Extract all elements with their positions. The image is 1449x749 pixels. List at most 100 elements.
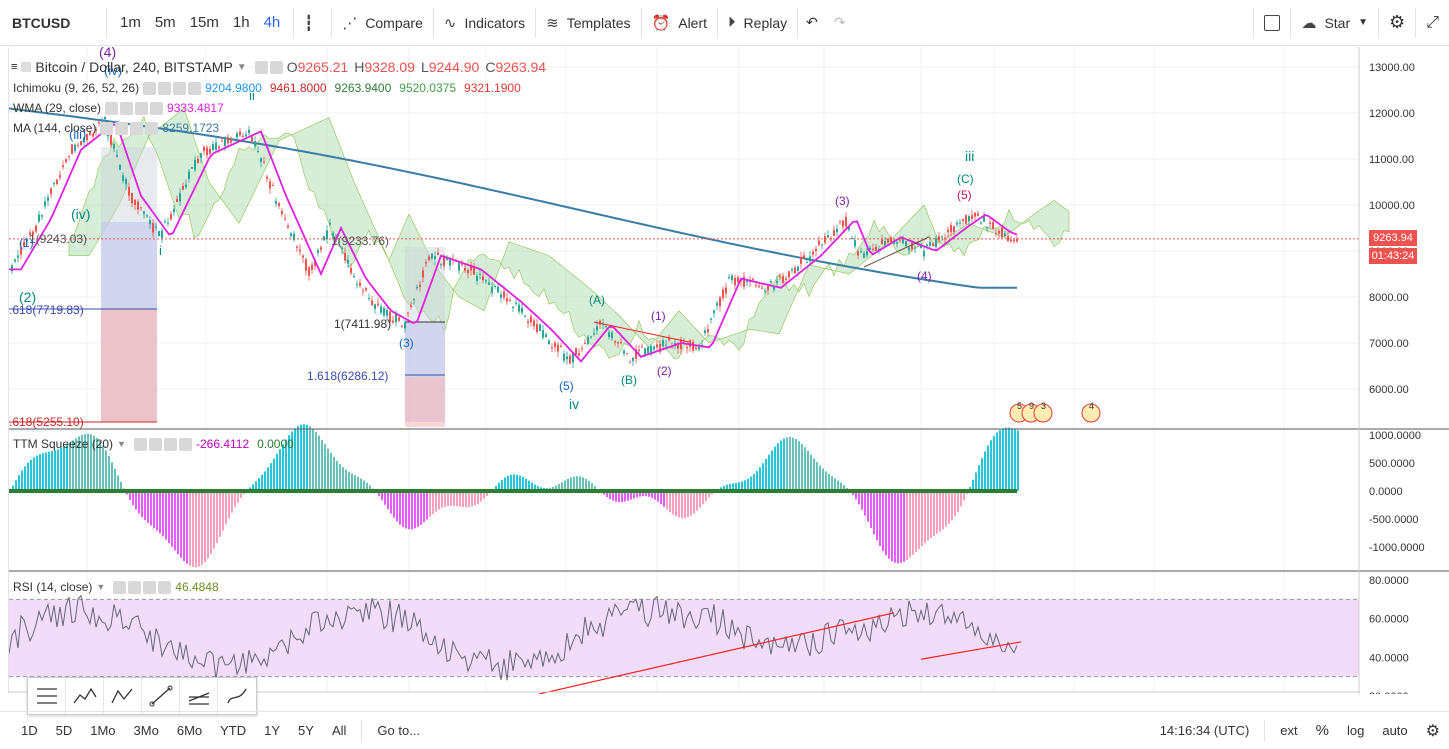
- ttm-bar: [570, 477, 572, 491]
- ttm-bar: [264, 471, 266, 491]
- legend-buttons[interactable]: [113, 580, 172, 594]
- legend-buttons[interactable]: [133, 437, 192, 451]
- candle-body: [302, 255, 304, 258]
- ttm-bar: [411, 491, 413, 530]
- fib-retracement-tool[interactable]: [28, 678, 66, 714]
- legend-buttons[interactable]: [100, 121, 159, 135]
- fullscreen-select-button[interactable]: [1254, 0, 1290, 46]
- rsi-name[interactable]: RSI (14, close): [13, 580, 93, 594]
- candle-body: [383, 308, 385, 316]
- candle-body: [512, 306, 514, 308]
- ichimoku-name[interactable]: Ichimoku (9, 26, 52, 26): [13, 81, 140, 95]
- ttm-bar: [804, 447, 806, 491]
- range-all[interactable]: All: [331, 723, 347, 738]
- range-5y[interactable]: 5Y: [298, 723, 314, 738]
- range-3mo[interactable]: 3Mo: [133, 723, 159, 738]
- chart-type-button[interactable]: ┇: [294, 0, 331, 46]
- interval-15m[interactable]: 15m: [189, 14, 219, 31]
- wave-label: (1): [651, 309, 666, 323]
- candle-body: [152, 223, 154, 233]
- chevron-down-icon[interactable]: ▼: [236, 61, 247, 73]
- ohlc-open: 9265.21: [297, 59, 349, 75]
- settings-button[interactable]: ⚙: [1379, 0, 1415, 46]
- chevron-down-icon[interactable]: ▼: [96, 582, 106, 592]
- ma-name[interactable]: MA (144, close): [13, 121, 97, 135]
- brush-tool[interactable]: [218, 678, 256, 714]
- range-ytd[interactable]: YTD: [220, 723, 247, 738]
- candle-body: [662, 340, 664, 347]
- candle-body: [791, 269, 793, 271]
- chart-canvas[interactable]: .618(7719.83) .618(5255.10) 1(7411.98) 1.61…: [8, 44, 1449, 711]
- elliott-correction-tool[interactable]: [104, 678, 142, 714]
- pitchfork-tool[interactable]: [180, 678, 218, 714]
- legend-buttons[interactable]: [143, 81, 202, 95]
- ttm-bar: [141, 491, 143, 518]
- candle-body: [794, 267, 796, 274]
- ttm-bar: [99, 441, 101, 491]
- indicators-button[interactable]: ∿ Indicators: [434, 0, 535, 46]
- alert-button[interactable]: ⏰ Alert: [642, 0, 717, 46]
- rsi-trend-line: [920, 641, 1022, 660]
- legend-buttons[interactable]: [105, 101, 164, 115]
- wma-name[interactable]: WMA (29, close): [13, 101, 102, 115]
- ttm-bar: [894, 491, 896, 563]
- candle-body: [395, 313, 397, 323]
- ttm-bar: [42, 453, 44, 491]
- candle-body: [578, 353, 580, 356]
- range-5d[interactable]: 5D: [55, 723, 73, 738]
- log-toggle[interactable]: log: [1346, 723, 1365, 738]
- fullscreen-button[interactable]: ⤢: [1416, 0, 1449, 46]
- ttm-bar: [822, 468, 824, 491]
- replay-button[interactable]: ⏵ Replay: [718, 0, 797, 46]
- templates-icon: ≋: [546, 14, 559, 32]
- ttm-name[interactable]: TTM Squeeze (20): [13, 437, 114, 451]
- candle-body: [356, 284, 358, 286]
- grid-lines: [9, 47, 1359, 692]
- candle-body: [386, 310, 388, 316]
- interval-1m[interactable]: 1m: [120, 14, 141, 31]
- candle-body: [560, 345, 562, 348]
- redo-button[interactable]: ↷: [826, 0, 854, 46]
- candle-body: [773, 286, 775, 290]
- undo-button[interactable]: ↶: [798, 0, 826, 46]
- layout-menu[interactable]: ☁ Star ▼: [1291, 0, 1378, 46]
- candle-body: [185, 184, 187, 188]
- candle-body: [404, 322, 406, 329]
- chevron-down-icon[interactable]: ▼: [117, 439, 126, 449]
- ttm-bar: [750, 476, 752, 491]
- templates-button[interactable]: ≋ Templates: [536, 0, 640, 46]
- legend-title[interactable]: Bitcoin / Dollar, 240, BITSTAMP: [35, 59, 233, 75]
- range-1y[interactable]: 1Y: [264, 723, 281, 738]
- percent-toggle[interactable]: %: [1315, 722, 1329, 739]
- ttm-bar: [186, 491, 188, 564]
- ttm-bar: [900, 491, 902, 563]
- candle-body: [473, 267, 475, 275]
- candle-body: [572, 353, 574, 363]
- goto-button[interactable]: Go to...: [377, 723, 421, 738]
- legend-buttons[interactable]: [254, 60, 283, 74]
- elliott-impulse-tool[interactable]: [66, 678, 104, 714]
- ext-toggle[interactable]: ext: [1280, 723, 1298, 738]
- wave-label: iv: [569, 396, 579, 412]
- wave-label: (2): [657, 364, 672, 378]
- candle-body: [410, 305, 412, 308]
- symbol-search[interactable]: BTCUSD: [12, 14, 71, 31]
- ttm-bar: [456, 491, 458, 507]
- candle-body: [500, 294, 502, 298]
- ttm-bar: [57, 449, 59, 491]
- chart-area[interactable]: .618(7719.83) .618(5255.10) 1(7411.98) 1.61…: [8, 44, 1449, 715]
- gear-icon[interactable]: ⚙: [1425, 722, 1440, 740]
- auto-toggle[interactable]: auto: [1382, 723, 1408, 738]
- range-6mo[interactable]: 6Mo: [176, 723, 203, 738]
- compare-button[interactable]: ⋰ Compare: [332, 0, 433, 46]
- legend-collapse-icon[interactable]: ≡: [11, 61, 18, 73]
- clock[interactable]: 14:16:34 (UTC): [1159, 723, 1250, 738]
- interval-1h[interactable]: 1h: [232, 14, 250, 31]
- interval-4h[interactable]: 4h: [263, 14, 281, 31]
- range-1mo[interactable]: 1Mo: [90, 723, 116, 738]
- trend-line-tool[interactable]: [142, 678, 180, 714]
- interval-5m[interactable]: 5m: [154, 14, 176, 31]
- ttm-bar: [561, 482, 563, 491]
- candle-body: [719, 297, 721, 307]
- range-1d[interactable]: 1D: [21, 723, 38, 738]
